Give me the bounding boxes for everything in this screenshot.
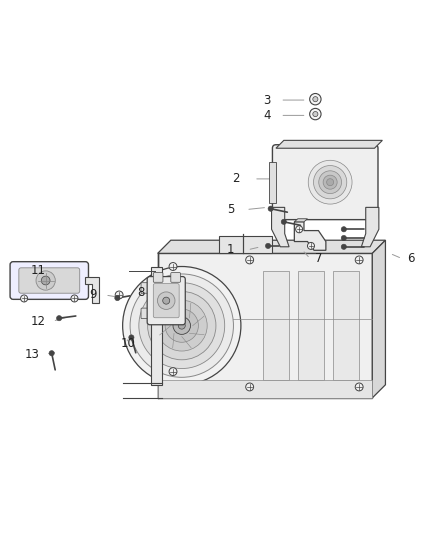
Polygon shape: [158, 253, 372, 398]
Circle shape: [165, 309, 198, 342]
FancyBboxPatch shape: [10, 262, 88, 300]
Polygon shape: [158, 381, 372, 398]
Circle shape: [314, 166, 347, 199]
Circle shape: [41, 276, 50, 285]
Polygon shape: [361, 207, 379, 247]
Text: 3: 3: [263, 94, 271, 107]
Polygon shape: [158, 240, 385, 253]
Text: 7: 7: [315, 252, 323, 265]
Circle shape: [268, 206, 273, 211]
Circle shape: [148, 292, 216, 360]
Circle shape: [310, 93, 321, 105]
Circle shape: [162, 297, 170, 304]
Polygon shape: [272, 207, 289, 247]
Circle shape: [341, 227, 346, 232]
Circle shape: [308, 160, 352, 204]
FancyBboxPatch shape: [141, 282, 152, 293]
Circle shape: [341, 244, 346, 249]
FancyBboxPatch shape: [153, 273, 163, 282]
Polygon shape: [85, 277, 99, 303]
Polygon shape: [151, 266, 162, 385]
Text: 13: 13: [25, 348, 39, 361]
Circle shape: [296, 226, 303, 233]
Text: 11: 11: [31, 264, 46, 277]
Circle shape: [323, 175, 337, 189]
Polygon shape: [276, 140, 382, 148]
Circle shape: [313, 96, 318, 102]
FancyBboxPatch shape: [19, 268, 80, 293]
Text: 12: 12: [31, 315, 46, 328]
Circle shape: [281, 219, 286, 224]
FancyBboxPatch shape: [272, 145, 378, 220]
Polygon shape: [298, 271, 324, 381]
Circle shape: [129, 335, 134, 340]
Circle shape: [265, 243, 271, 248]
Circle shape: [246, 383, 254, 391]
Circle shape: [36, 271, 55, 290]
Circle shape: [21, 295, 28, 302]
Polygon shape: [294, 219, 307, 222]
Circle shape: [355, 256, 363, 264]
Circle shape: [319, 171, 342, 193]
FancyBboxPatch shape: [171, 273, 180, 282]
Polygon shape: [263, 271, 289, 381]
Text: 8: 8: [137, 286, 145, 300]
Circle shape: [71, 295, 78, 302]
Text: 5: 5: [227, 203, 234, 216]
Circle shape: [115, 291, 123, 299]
Circle shape: [341, 236, 346, 241]
Text: 6: 6: [407, 252, 415, 265]
Circle shape: [139, 282, 225, 368]
Text: 1: 1: [227, 244, 234, 256]
FancyBboxPatch shape: [147, 277, 185, 325]
Circle shape: [355, 383, 363, 391]
Circle shape: [246, 256, 254, 264]
Circle shape: [169, 368, 177, 376]
Polygon shape: [219, 236, 272, 253]
Circle shape: [307, 243, 314, 249]
Circle shape: [169, 263, 177, 270]
Circle shape: [327, 179, 334, 185]
Circle shape: [156, 300, 207, 351]
Polygon shape: [269, 162, 276, 203]
FancyBboxPatch shape: [153, 284, 179, 318]
Circle shape: [123, 266, 241, 385]
Polygon shape: [372, 240, 385, 398]
FancyBboxPatch shape: [141, 308, 152, 319]
Circle shape: [158, 292, 175, 310]
Circle shape: [178, 322, 185, 329]
Text: 9: 9: [90, 288, 97, 302]
Circle shape: [115, 295, 120, 301]
Text: 10: 10: [120, 337, 135, 350]
Circle shape: [313, 111, 318, 117]
Text: 2: 2: [233, 172, 240, 185]
Circle shape: [310, 108, 321, 120]
Circle shape: [49, 351, 54, 356]
Text: 4: 4: [263, 109, 271, 122]
Circle shape: [130, 274, 233, 377]
Polygon shape: [294, 222, 326, 251]
Circle shape: [173, 317, 191, 334]
Polygon shape: [333, 271, 359, 381]
Circle shape: [57, 316, 62, 321]
